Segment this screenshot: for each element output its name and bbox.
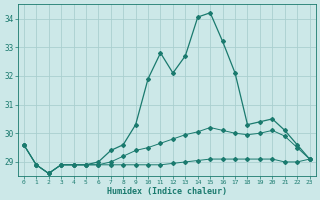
X-axis label: Humidex (Indice chaleur): Humidex (Indice chaleur) [107,187,227,196]
